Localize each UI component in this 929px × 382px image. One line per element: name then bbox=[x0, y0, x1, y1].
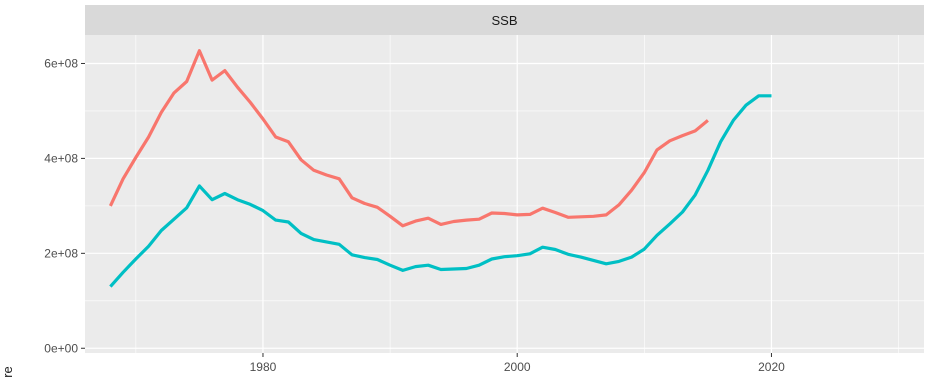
series-layer bbox=[108, 49, 772, 288]
x-tick-label: 1980 bbox=[250, 360, 277, 374]
y-axis-title: re bbox=[0, 366, 15, 378]
major-gridlines bbox=[85, 35, 924, 353]
y-tick-label: 6e+08 bbox=[44, 56, 78, 70]
x-tick-label: 2020 bbox=[758, 360, 785, 374]
x-tick-label: 2000 bbox=[504, 360, 531, 374]
y-tick-label: 0e+00 bbox=[44, 341, 78, 355]
series-line-1 bbox=[108, 49, 709, 228]
facet-strip bbox=[85, 5, 924, 35]
facet-strip-title: SSB bbox=[491, 13, 517, 28]
x-axis: 1980 2000 2020 bbox=[250, 353, 785, 374]
plot-panel bbox=[85, 35, 924, 353]
y-tick-label: 2e+08 bbox=[44, 246, 78, 260]
series-line-2 bbox=[109, 94, 772, 288]
minor-gridlines bbox=[85, 35, 924, 353]
y-axis: 0e+00 2e+08 4e+08 6e+08 bbox=[44, 56, 85, 355]
y-tick-label: 4e+08 bbox=[44, 151, 78, 165]
